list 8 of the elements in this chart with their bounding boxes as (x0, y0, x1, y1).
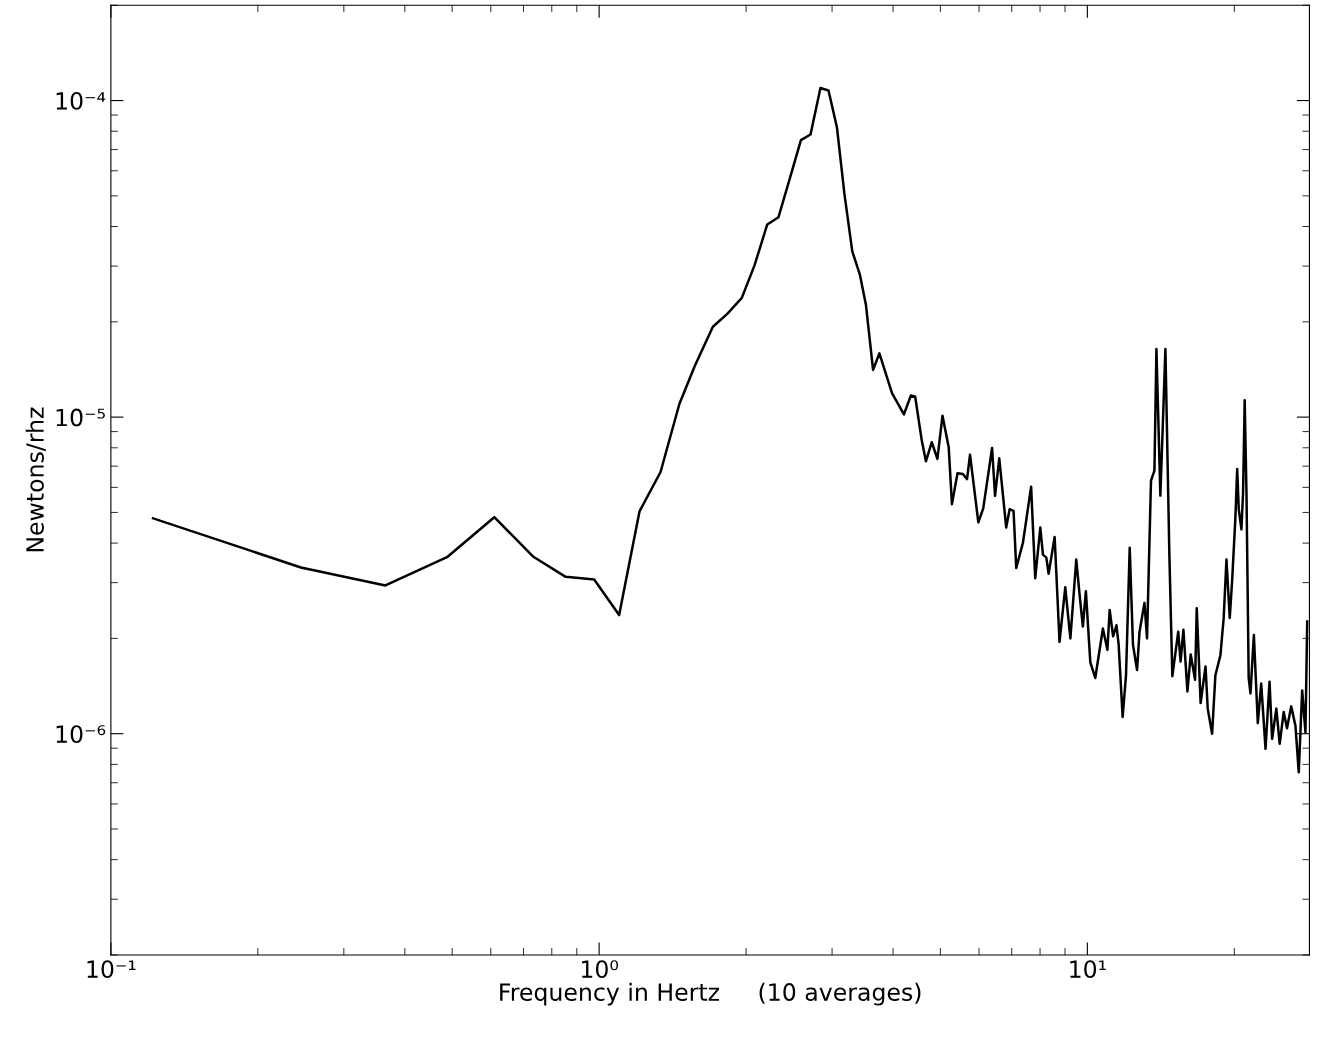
x-tick-label: 10¹ (1070, 960, 1106, 979)
y-axis-title: Newtons/rhz (25, 407, 46, 552)
y-tick-label: 10⁻⁴ (56, 92, 106, 110)
x-tick-label: 10⁰ (581, 960, 619, 979)
y-tick-label: 10⁻⁶ (56, 725, 106, 743)
y-tick-label: 10⁻⁵ (56, 408, 105, 427)
x-tick-label: 10⁻¹ (87, 960, 136, 979)
x-axis-title: Frequency in Hertz (10 averages) (500, 982, 921, 1006)
